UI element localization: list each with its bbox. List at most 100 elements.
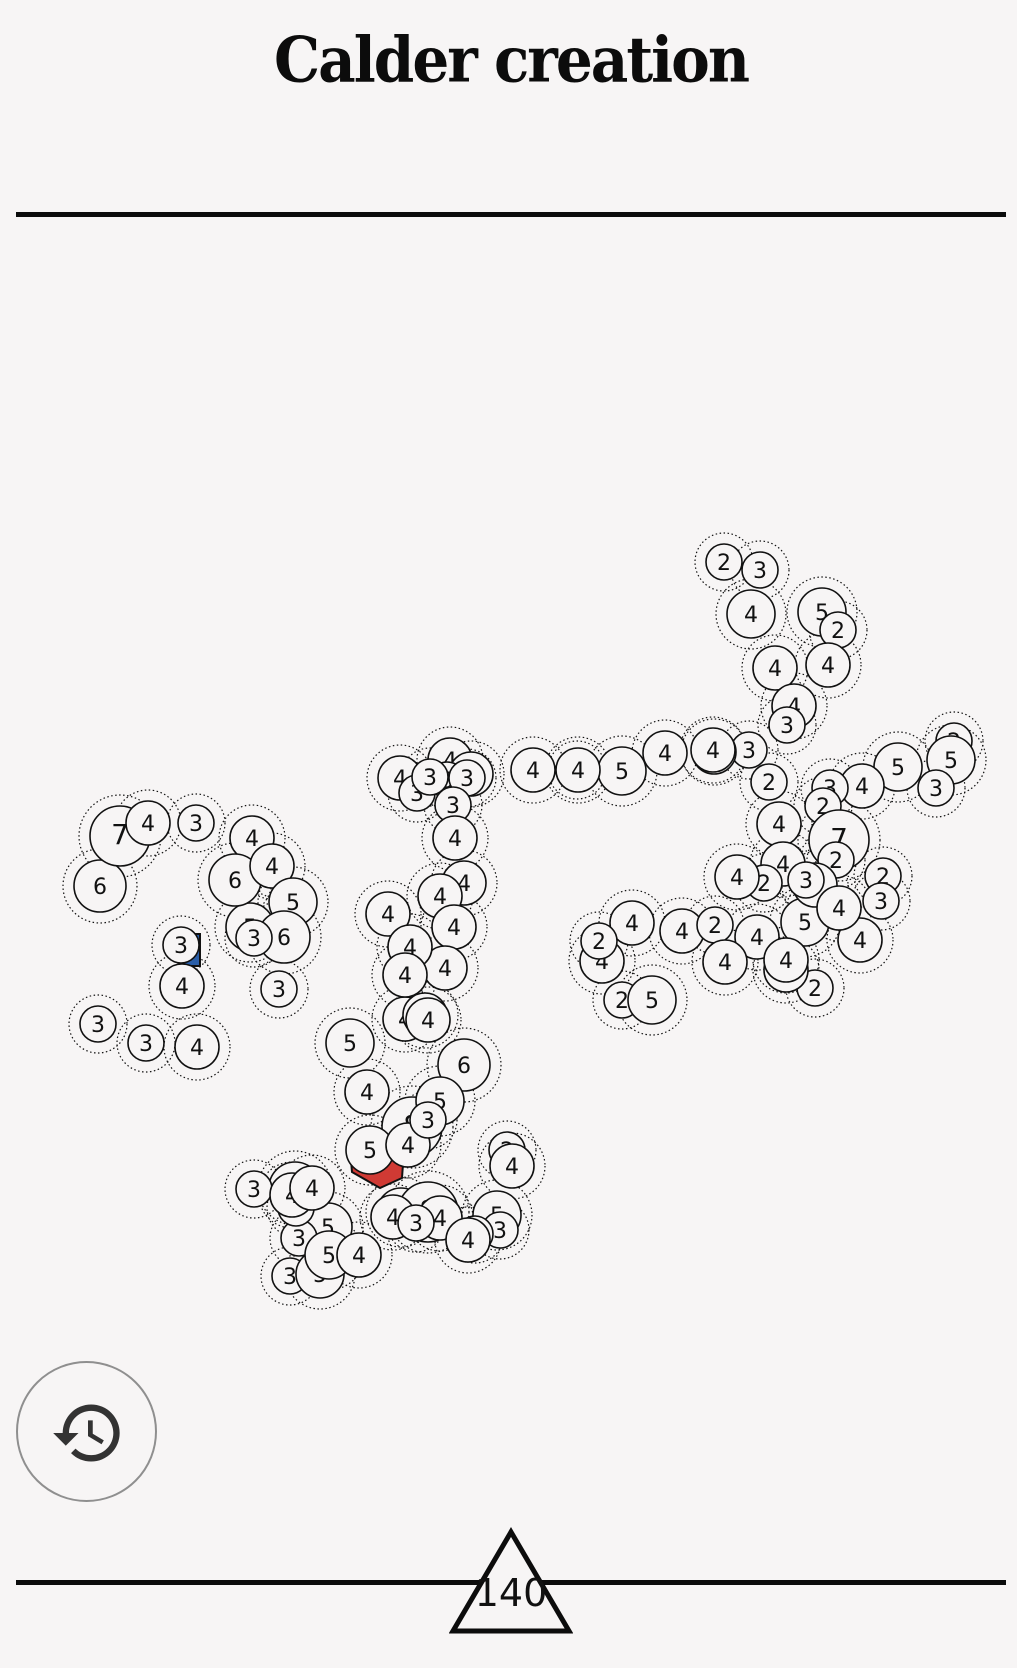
number-node[interactable]: 3 — [127, 1024, 165, 1062]
node-label: 4 — [352, 1244, 366, 1269]
number-node[interactable]: 4 — [555, 747, 601, 793]
number-node[interactable]: 4 — [763, 937, 809, 983]
number-node[interactable]: 4 — [422, 945, 468, 991]
node-label: 2 — [829, 849, 843, 874]
node-halo — [148, 952, 216, 1020]
node-label: 4 — [461, 1229, 475, 1254]
number-node[interactable]: 3 — [409, 1101, 447, 1139]
node-label: 6 — [228, 869, 242, 894]
number-node[interactable]: 4 — [249, 843, 295, 889]
node-label: 5 — [615, 760, 629, 785]
number-node[interactable]: 4 — [445, 1217, 491, 1263]
number-node[interactable]: 4 — [336, 1232, 382, 1278]
node-halo — [325, 1221, 393, 1289]
number-node[interactable]: 4 — [489, 1143, 535, 1189]
number-node[interactable]: 4 — [289, 1165, 335, 1211]
node-circle — [917, 769, 955, 807]
number-node[interactable]: 4 — [609, 900, 655, 946]
number-node[interactable]: 4 — [382, 952, 428, 998]
node-label: 2 — [831, 619, 845, 644]
number-node[interactable]: 3 — [235, 919, 273, 957]
number-node[interactable]: 4 — [816, 885, 862, 931]
node-halo — [394, 986, 462, 1054]
node-label: 4 — [438, 957, 452, 982]
node-halo — [374, 1111, 442, 1179]
number-node[interactable]: 5 — [597, 746, 647, 796]
node-circle — [365, 891, 411, 937]
top-divider — [16, 212, 1006, 217]
node-halo — [786, 576, 858, 648]
number-node[interactable]: 3 — [397, 1204, 435, 1242]
number-node[interactable]: 4 — [365, 891, 411, 937]
number-node[interactable]: 2 — [580, 922, 618, 960]
node-label: 3 — [272, 978, 286, 1003]
number-node[interactable]: 4 — [714, 854, 760, 900]
node-label: 6 — [457, 1054, 471, 1079]
node-label: 2 — [592, 930, 606, 955]
node-label: 3 — [292, 1227, 306, 1252]
node-circle — [702, 939, 748, 985]
undo-button[interactable] — [16, 1361, 157, 1502]
number-node[interactable]: 4 — [125, 800, 171, 846]
number-node[interactable]: 2 — [696, 906, 734, 944]
number-node[interactable]: 3 — [741, 551, 779, 589]
number-node[interactable]: 4 — [344, 1069, 390, 1115]
node-halo — [785, 958, 845, 1018]
node-label: 4 — [448, 827, 462, 852]
node-circle — [489, 1143, 535, 1189]
number-node[interactable]: 4 — [752, 645, 798, 691]
number-node[interactable]: 3 — [787, 861, 825, 899]
node-label: 3 — [139, 1032, 153, 1057]
node-halo — [719, 720, 779, 780]
number-node[interactable]: 4 — [174, 1024, 220, 1070]
node-label: 2 — [808, 977, 822, 1002]
number-node[interactable]: 6 — [257, 910, 311, 964]
number-node[interactable]: 3 — [162, 926, 200, 964]
number-node[interactable]: 3 — [917, 769, 955, 807]
number-node[interactable]: 2 — [819, 611, 857, 649]
number-node[interactable]: 4 — [510, 747, 556, 793]
number-node[interactable]: 4 — [837, 917, 883, 963]
number-node[interactable]: 3 — [768, 706, 806, 744]
number-node[interactable]: 3 — [434, 786, 472, 824]
node-halo — [62, 848, 138, 924]
node-halo — [760, 672, 828, 740]
number-node[interactable]: 3 — [235, 1170, 273, 1208]
number-node[interactable]: 2 — [705, 543, 743, 581]
number-node[interactable]: 2 — [750, 763, 788, 801]
number-node[interactable]: 6 — [73, 859, 127, 913]
number-node[interactable]: 3 — [862, 882, 900, 920]
number-node[interactable]: 3 — [411, 758, 449, 796]
node-label: 4 — [718, 951, 732, 976]
number-node[interactable]: 3 — [177, 804, 215, 842]
node-circle — [344, 1069, 390, 1115]
node-circle — [325, 1018, 375, 1068]
number-node[interactable]: 4 — [659, 908, 705, 954]
number-node[interactable]: 4 — [726, 589, 776, 639]
number-node[interactable]: 4 — [431, 904, 477, 950]
node-label: 4 — [141, 812, 155, 837]
node-circle — [162, 926, 200, 964]
number-node[interactable]: 4 — [690, 727, 736, 773]
number-node[interactable]: 4 — [805, 642, 851, 688]
node-halo — [616, 964, 688, 1036]
number-node[interactable]: 4 — [432, 815, 478, 861]
number-node[interactable]: 6 — [208, 853, 262, 907]
number-node[interactable]: 4 — [702, 939, 748, 985]
node-circle — [336, 1232, 382, 1278]
node-label: 4 — [658, 742, 672, 767]
triangle-icon — [449, 1527, 573, 1634]
number-node[interactable]: 4 — [159, 963, 205, 1009]
number-node[interactable]: 4 — [642, 730, 688, 776]
number-node[interactable]: 3 — [79, 1005, 117, 1043]
number-node[interactable]: 5 — [325, 1018, 375, 1068]
node-circle — [580, 922, 618, 960]
number-node[interactable]: 3 — [260, 970, 298, 1008]
number-node[interactable]: 4 — [405, 997, 451, 1043]
number-node[interactable]: 4 — [756, 801, 802, 847]
node-label: 5 — [363, 1139, 377, 1164]
number-node[interactable]: 5 — [627, 975, 677, 1025]
number-node[interactable]: 6 — [437, 1038, 491, 1092]
node-halo — [420, 893, 488, 961]
